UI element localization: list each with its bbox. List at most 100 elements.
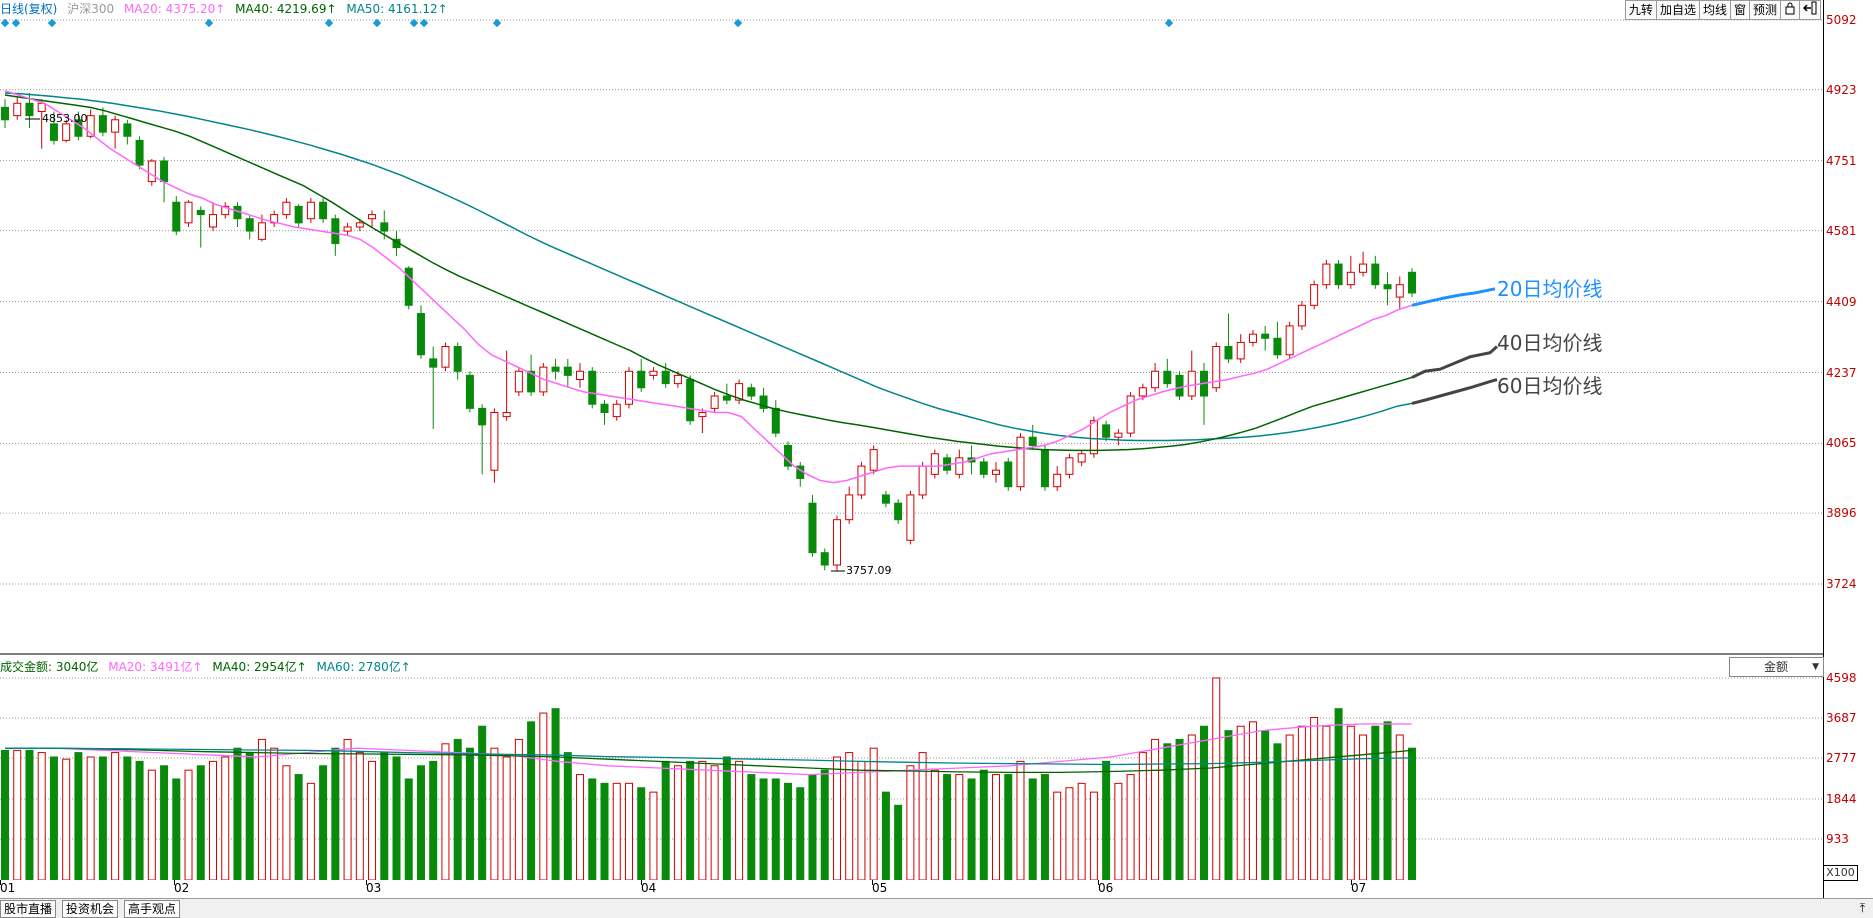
month-tick-label: 04 [641, 881, 657, 895]
month-tick [0, 880, 1, 885]
down-volume-bar [160, 765, 169, 880]
down-candle [784, 444, 793, 467]
up-volume-bar [1248, 721, 1257, 880]
volume-chart[interactable] [0, 660, 1823, 880]
down-volume-bar [796, 787, 805, 880]
up-candle [490, 411, 499, 471]
down-volume-bar [1, 749, 9, 880]
down-candle [1261, 333, 1270, 339]
up-volume-bar [906, 765, 915, 880]
down-candle [404, 267, 413, 306]
down-volume-bar [135, 760, 144, 880]
volume-ma60-line [5, 747, 1413, 766]
volume-legend: 成交金额: 3040亿 MA20: 3491亿↑ MA40: 2954亿↑ MA… [0, 658, 417, 676]
down-volume-bar [123, 756, 132, 880]
down-volume-bar [979, 769, 988, 880]
price-tick-label: 4409 [1826, 294, 1857, 309]
down-volume-bar [319, 765, 328, 880]
up-volume-bar [673, 765, 682, 880]
up-candle [282, 201, 291, 216]
ma40-projection [1411, 345, 1498, 379]
down-volume-bar [233, 747, 242, 880]
down-candle [881, 494, 890, 504]
ma60-label: 60日均价线 [1497, 374, 1603, 398]
down-volume-bar [637, 787, 646, 880]
down-volume-bar [686, 760, 695, 880]
bottom-tab-bar: 股市直播 投资机会 高手观点 ⤒ [0, 898, 1873, 918]
down-volume-bar [380, 752, 389, 880]
down-volume-bar [1334, 708, 1343, 880]
ma20-projection [1411, 287, 1496, 307]
up-candle [1346, 271, 1355, 286]
volume-ma20-line [5, 723, 1412, 776]
up-volume-bar [1126, 774, 1135, 880]
tab-expert-views[interactable]: 高手观点 [124, 900, 181, 918]
up-volume-bar [184, 769, 193, 880]
month-tick-label: 06 [1098, 881, 1114, 895]
up-candle [1297, 304, 1306, 327]
down-volume-bar [98, 756, 107, 880]
tab-opportunities[interactable]: 投资机会 [62, 900, 119, 918]
ma20-line [4, 90, 1413, 484]
up-candle [221, 205, 230, 216]
down-volume-bar [759, 778, 768, 880]
up-volume-bar [1322, 725, 1331, 880]
down-volume-bar [563, 752, 572, 880]
ma-settings-button[interactable]: 均线 [1698, 0, 1731, 20]
down-candle [319, 201, 328, 220]
volume-unit: X100 [1823, 865, 1858, 881]
price-tick-label: 4751 [1826, 153, 1857, 168]
price-tick-label: 4065 [1826, 436, 1857, 451]
down-volume-bar [416, 765, 425, 880]
signal-marker-icon [492, 18, 502, 28]
price-tick-label: 3896 [1826, 506, 1857, 521]
down-candle [49, 123, 58, 141]
month-tick-label: 07 [1351, 881, 1367, 895]
up-volume-bar [1065, 787, 1074, 880]
up-volume-bar [1077, 782, 1086, 880]
up-candle [257, 222, 266, 240]
metric-dropdown[interactable]: 金额 ▼ [1729, 657, 1824, 677]
month-tick [366, 880, 367, 885]
price-tick-label: 5092 [1826, 13, 1857, 27]
up-candle [649, 370, 658, 376]
ma50-line [4, 92, 1413, 442]
signal-marker-icon [419, 18, 429, 28]
jiuzhuan-button[interactable]: 九转 [1624, 0, 1657, 20]
down-candle [563, 366, 572, 376]
signal-marker-icon [324, 18, 334, 28]
up-candle [514, 370, 523, 393]
down-volume-bar [196, 765, 205, 880]
up-volume-bar [857, 760, 866, 880]
down-volume-bar [1383, 721, 1392, 880]
down-volume-bar [1224, 730, 1233, 880]
volume-title: 成交金额: 3040亿 [0, 660, 99, 674]
up-volume-bar [869, 747, 878, 880]
up-volume-bar [502, 756, 511, 880]
low-price-annotation: 3757.09 [846, 564, 892, 577]
tab-market-live[interactable]: 股市直播 [0, 900, 57, 918]
up-candle [502, 411, 511, 418]
up-volume-bar [710, 765, 719, 880]
month-tick [641, 880, 642, 885]
down-volume-bar [331, 747, 340, 880]
price-tick-label: 4237 [1826, 365, 1857, 380]
up-candle [930, 453, 939, 475]
down-volume-bar [771, 778, 780, 880]
down-candle [172, 201, 181, 232]
scroll-top-icon[interactable]: ⤒ [1859, 901, 1865, 915]
chart-toolbar: 九转 加自选 均线 窗 预测 [1624, 0, 1821, 20]
up-candle [1187, 370, 1196, 397]
up-candle [1089, 420, 1098, 455]
up-candle [1212, 346, 1221, 389]
down-candle [600, 403, 609, 413]
up-volume-bar [1285, 734, 1294, 880]
up-volume-bar [918, 752, 927, 880]
add-watchlist-button[interactable]: 加自选 [1655, 0, 1700, 20]
up-candle [673, 374, 682, 385]
period-label[interactable]: 日线(复权) [0, 2, 58, 16]
month-tick [1351, 880, 1352, 885]
price-chart[interactable] [0, 0, 1823, 655]
down-candle [551, 366, 560, 372]
down-volume-bar [881, 791, 890, 880]
